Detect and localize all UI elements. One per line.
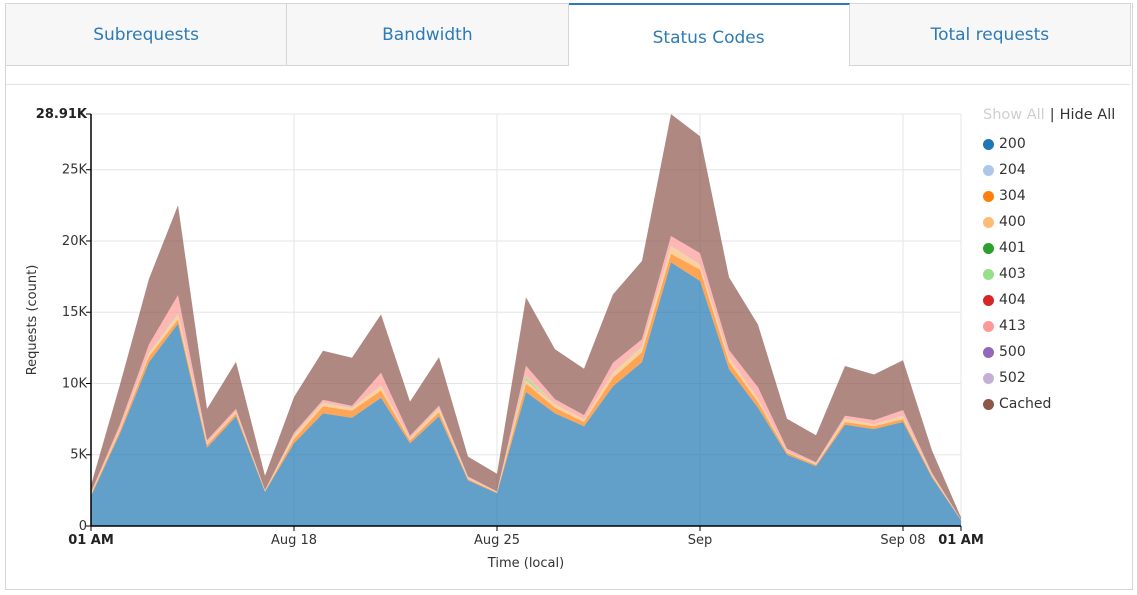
x-axis-label: Time (local) [487,556,564,571]
x-axis-ticks: 01 AM Aug 18 Aug 25 Sep Sep 08 01 AM [68,526,984,548]
x-tick-label: 01 AM [68,533,114,548]
legend-toggles: Show All | Hide All [983,107,1133,123]
stacked-areas [91,114,961,526]
area-series-304 [91,253,961,521]
legend-separator: | [1049,107,1055,123]
divider [6,84,1130,85]
x-tick-label: Sep 08 [880,533,925,548]
legend-swatch [983,138,994,150]
tab-status-codes[interactable]: Status Codes [568,3,850,66]
area-series-400 [91,246,961,520]
tab-subrequests[interactable]: Subrequests [5,3,288,66]
legend: Show All | Hide All 200 204 304 400 401 403 40… [983,107,1133,417]
y-tick-label: 25K [62,163,88,178]
legend-label: Cached [999,396,1052,412]
legend-label: 200 [999,136,1026,152]
y-axis-label: Requests (count) [25,265,40,376]
legend-item-204[interactable]: 204 [983,157,1133,183]
legend-label: 500 [999,344,1026,360]
legend-item-cached[interactable]: Cached [983,391,1133,417]
legend-swatch [983,242,994,254]
legend-swatch [983,190,994,202]
tab-total-requests[interactable]: Total requests [849,3,1131,66]
legend-swatch [983,164,994,176]
hide-all-link[interactable]: Hide All [1059,107,1116,123]
legend-swatch [983,216,994,228]
y-axis-ticks: 0 5K 10K 15K 20K 25K 28.91K [36,107,91,534]
x-tick-label: 01 AM [938,533,984,548]
legend-label: 413 [999,318,1026,334]
legend-item-403[interactable]: 403 [983,261,1133,287]
legend-swatch [983,398,994,410]
legend-swatch [983,346,994,358]
show-all-link[interactable]: Show All [983,107,1045,123]
tab-bandwidth[interactable]: Bandwidth [287,3,569,66]
legend-item-500[interactable]: 500 [983,339,1133,365]
y-tick-label: 28.91K [36,107,88,122]
legend-item-200[interactable]: 200 [983,131,1133,157]
x-tick-label: Sep [688,533,713,548]
y-tick-label: 15K [62,305,88,320]
y-tick-label: 5K [70,448,87,463]
axes [90,114,961,527]
legend-label: 404 [999,292,1026,308]
legend-item-401[interactable]: 401 [983,235,1133,261]
legend-swatch [983,372,994,384]
legend-item-400[interactable]: 400 [983,209,1133,235]
legend-item-304[interactable]: 304 [983,183,1133,209]
legend-swatch [983,294,994,306]
legend-label: 204 [999,162,1026,178]
legend-item-502[interactable]: 502 [983,365,1133,391]
legend-label: 400 [999,214,1026,230]
legend-label: 403 [999,266,1026,282]
y-tick-label: 20K [62,234,88,249]
tab-bar: Subrequests Bandwidth Status Codes Total… [5,3,1131,66]
y-tick-label: 0 [79,519,87,534]
legend-item-413[interactable]: 413 [983,313,1133,339]
area-series-200 [91,262,961,526]
legend-label: 401 [999,240,1026,256]
legend-items: 200 204 304 400 401 403 404 413 500 502 Cached [983,131,1133,417]
y-tick-label: 10K [62,376,88,391]
x-tick-label: Aug 25 [474,533,520,548]
x-tick-label: Aug 18 [271,533,317,548]
legend-label: 502 [999,370,1026,386]
area-series-cached [91,114,961,520]
legend-label: 304 [999,188,1026,204]
legend-swatch [983,268,994,280]
legend-item-404[interactable]: 404 [983,287,1133,313]
legend-swatch [983,320,994,332]
